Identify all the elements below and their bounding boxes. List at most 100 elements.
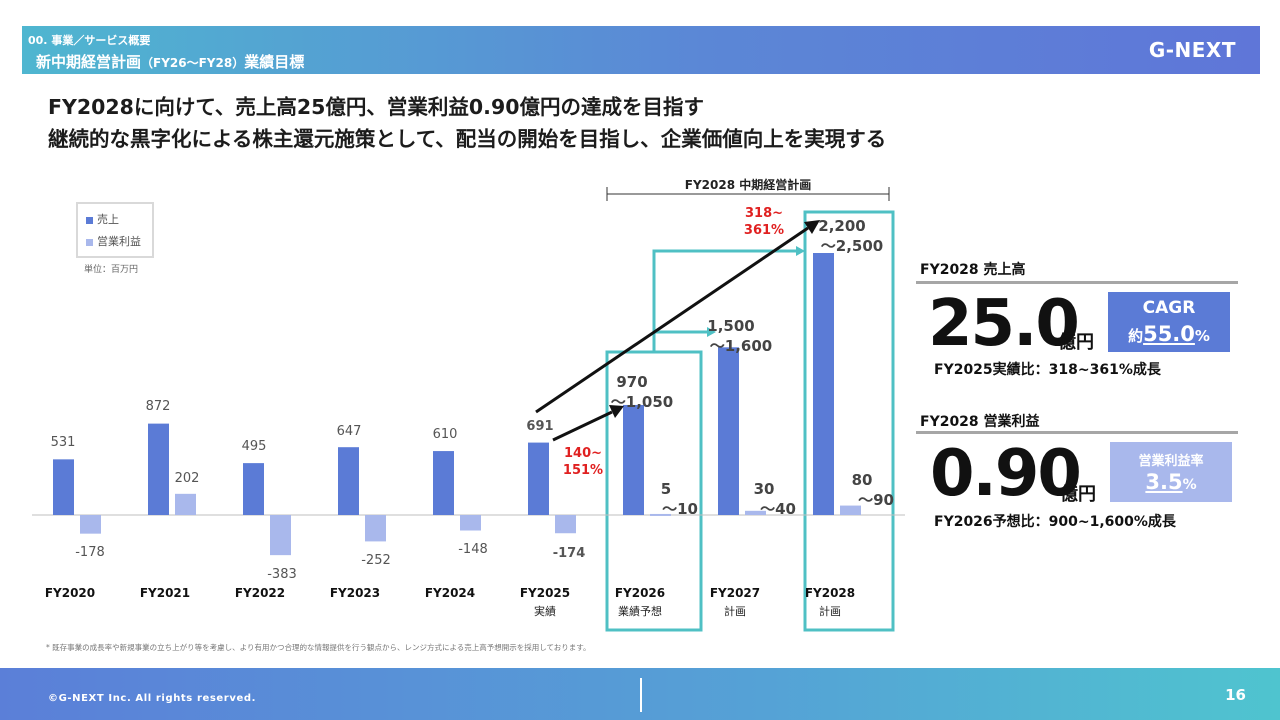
growth-arrow-fy2026 bbox=[552, 410, 613, 442]
header-band: 00. 事業／サービス概要 新中期経営計画（FY26〜FY28）業績目標 G-N… bbox=[22, 26, 1260, 74]
bar-sales-fy2027 bbox=[718, 347, 739, 515]
data-label-op-fy2026: 5 ～10 bbox=[661, 480, 698, 518]
x-tick-fy2027: FY2027 bbox=[710, 586, 760, 600]
growth-arrowhead-fy2028 bbox=[804, 220, 820, 234]
legend-item-op: 営業利益 bbox=[86, 233, 141, 249]
kpi-op-unit: 億円 bbox=[1060, 484, 1096, 505]
x-tick-fy2023: FY2023 bbox=[330, 586, 380, 600]
data-label-op-fy2028: 80 ～90 bbox=[852, 471, 894, 509]
legend-swatch-op bbox=[86, 238, 93, 246]
connector-fy2026-fy2027 bbox=[652, 330, 708, 352]
title-tail: 業績目標 bbox=[244, 53, 305, 71]
kpi-op-divider bbox=[916, 431, 1238, 434]
bar-op-fy2022 bbox=[270, 515, 291, 556]
plan-bracket-label: FY2028 中期経営計画 bbox=[685, 177, 811, 192]
bar-sales-fy2021 bbox=[148, 423, 169, 515]
bar-chart: FY2028 中期経営計画 FY2020 FY2021 FY2022 FY2023 FY2… bbox=[32, 177, 905, 632]
highlight-box-fy2028 bbox=[803, 210, 895, 632]
page-title: 新中期経営計画（FY26〜FY28）業績目標 bbox=[36, 51, 304, 72]
headline-2: 継続的な黒字化による株主還元施策として、配当の開始を目指し、企業価値向上を実現す… bbox=[48, 127, 887, 151]
x-tick-fy2021: FY2021 bbox=[140, 586, 190, 600]
chart-legend: 売上 営業利益 bbox=[76, 202, 154, 258]
bar-op-fy2028 bbox=[840, 505, 861, 515]
bar-op-fy2025 bbox=[555, 515, 576, 534]
x-tick-fy2025: FY2025 bbox=[520, 586, 570, 600]
cagr-label: CAGR bbox=[1142, 298, 1196, 318]
page-number: 16 bbox=[1225, 686, 1246, 704]
op-margin-label: 営業利益率 bbox=[1138, 454, 1204, 469]
data-label-sales-fy2021: 872 bbox=[146, 399, 171, 414]
bar-sales-fy2022 bbox=[243, 463, 264, 515]
kpi-sales-note: FY2025実績比：318~361%成長 bbox=[934, 362, 1161, 378]
kpi-op-note: FY2026予想比：900~1,600%成長 bbox=[934, 514, 1176, 530]
cagr-suffix: % bbox=[1194, 327, 1210, 345]
data-label-op-fy2025: -174 bbox=[553, 546, 586, 561]
x-tick-fy2022: FY2022 bbox=[235, 586, 285, 600]
kpi-op-title: FY2028 営業利益 bbox=[920, 414, 1040, 430]
data-label-op-fy2022: -383 bbox=[267, 567, 297, 582]
x-sublabel-fy2025: 実績 bbox=[534, 604, 556, 618]
kpi-sales-value: 25.0 bbox=[928, 287, 1080, 361]
headline-1: FY2028に向けて、売上高25億円、営業利益0.90億円の達成を目指す bbox=[48, 95, 704, 119]
kpi-op-value: 0.90 bbox=[930, 437, 1082, 511]
data-label-op-fy2024: -148 bbox=[458, 542, 488, 557]
x-tick-fy2028: FY2028 bbox=[805, 586, 855, 600]
data-label-sales-fy2027: 1,500 ～1,600 bbox=[707, 317, 772, 355]
unit-label: 単位：百万円 bbox=[84, 265, 139, 275]
cagr-prefix: 約 bbox=[1128, 327, 1144, 345]
bar-op-fy2020 bbox=[80, 515, 101, 534]
title-sub: （FY26〜FY28） bbox=[141, 56, 245, 70]
company-logo: G-NEXT bbox=[1148, 38, 1236, 62]
footnote: * 既存事業の成長率や新規事業の立ち上がり等を考慮し、より有用かつ合理的な情報提… bbox=[46, 643, 591, 652]
data-label-sales-fy2024: 610 bbox=[433, 427, 458, 442]
kpi-sales-title: FY2028 売上高 bbox=[920, 262, 1026, 278]
legend-label-sales: 売上 bbox=[97, 213, 119, 226]
bar-sales-fy2024 bbox=[433, 451, 454, 515]
op-margin-value: 3.5 bbox=[1145, 470, 1183, 494]
connector-arrowhead-fy2027 bbox=[707, 327, 716, 337]
x-sublabel-fy2028: 計画 bbox=[819, 604, 841, 618]
cagr-value: 55.0 bbox=[1143, 322, 1195, 346]
data-label-op-fy2027: 30 ～40 bbox=[754, 480, 796, 518]
growth-annotation-fy2026: 140~ 151% bbox=[563, 446, 603, 478]
x-tick-fy2026: FY2026 bbox=[615, 586, 665, 600]
op-margin-suffix: % bbox=[1182, 477, 1197, 493]
x-tick-fy2024: FY2024 bbox=[425, 586, 475, 600]
x-tick-fy2020: FY2020 bbox=[45, 586, 95, 600]
bar-sales-fy2025 bbox=[528, 442, 549, 515]
bar-sales-fy2026 bbox=[623, 404, 644, 515]
growth-annotation-fy2028: 318~ 361% bbox=[744, 206, 784, 238]
bar-sales-fy2020 bbox=[53, 459, 74, 515]
legend-swatch-sales bbox=[86, 216, 93, 224]
legend-item-sales: 売上 bbox=[86, 211, 119, 227]
bar-op-fy2024 bbox=[460, 515, 481, 531]
x-sublabel-fy2026: 業績予想 bbox=[618, 604, 662, 618]
bar-sales-fy2023 bbox=[338, 447, 359, 515]
legend-label-op: 営業利益 bbox=[97, 235, 141, 248]
connector-fy2026-fy2028 bbox=[652, 249, 796, 332]
connector-arrowhead-fy2028 bbox=[796, 246, 805, 256]
bar-op-fy2027 bbox=[745, 510, 766, 515]
title-main: 新中期経営計画 bbox=[36, 53, 142, 71]
data-label-sales-fy2020: 531 bbox=[51, 435, 76, 450]
data-label-sales-fy2028: 2,200 ～2,500 bbox=[818, 217, 883, 255]
cagr-box: CAGR 約55.0% bbox=[1108, 292, 1230, 352]
data-label-sales-fy2026: 970 ～1,050 bbox=[611, 373, 673, 411]
cagr-figure: 約55.0% bbox=[1108, 322, 1230, 346]
data-label-op-fy2023: -252 bbox=[361, 553, 391, 568]
copyright: ©G-NEXT Inc. All rights reserved. bbox=[48, 693, 256, 704]
growth-arrow-fy2028 bbox=[535, 226, 809, 414]
footer-band: ©G-NEXT Inc. All rights reserved. 16 bbox=[0, 668, 1280, 720]
section-label: 00. 事業／サービス概要 bbox=[28, 34, 151, 47]
bar-op-fy2023 bbox=[365, 515, 386, 542]
kpi-sales-divider bbox=[916, 281, 1238, 284]
data-label-sales-fy2025: 691 bbox=[526, 419, 553, 434]
bar-op-fy2026 bbox=[650, 513, 671, 516]
kpi-sales-unit: 億円 bbox=[1058, 332, 1094, 353]
data-label-sales-fy2022: 495 bbox=[242, 439, 267, 454]
bar-sales-fy2028 bbox=[813, 253, 834, 515]
footer-divider bbox=[640, 678, 642, 712]
x-sublabel-fy2027: 計画 bbox=[724, 604, 746, 618]
op-margin-box: 営業利益率 3.5% bbox=[1110, 442, 1232, 502]
data-label-op-fy2021: 202 bbox=[175, 471, 200, 486]
